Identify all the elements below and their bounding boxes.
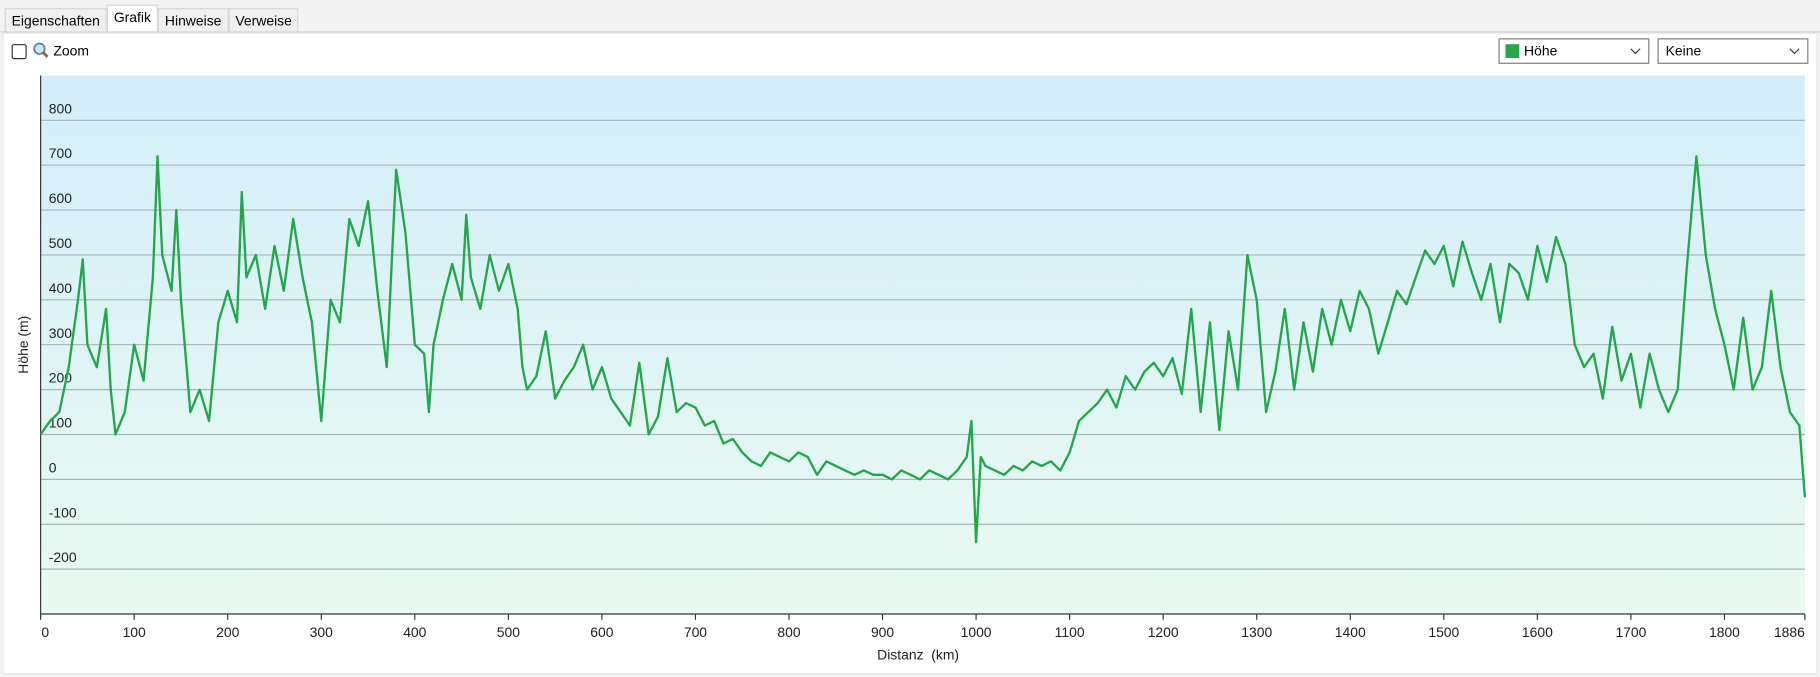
y-tick-label: 500 — [49, 235, 72, 251]
x-axis-title: Distanz (km) — [877, 646, 959, 662]
x-tick-label: 800 — [777, 624, 800, 640]
x-tick-label: 1600 — [1522, 624, 1553, 640]
chevron — [1630, 48, 1641, 55]
dropdown-text: Keine — [1665, 42, 1702, 60]
zoom-checkbox[interactable] — [11, 44, 27, 60]
y-tick-label: 100 — [49, 415, 72, 431]
x-tick-label: 1500 — [1428, 624, 1459, 640]
series-swatch — [1505, 44, 1520, 59]
y-tick-label: 0 — [49, 459, 57, 475]
x-tick-label: 200 — [216, 624, 239, 640]
x-tick-label: 400 — [403, 624, 426, 640]
tab-active[interactable]: Grafik — [106, 4, 158, 33]
tab[interactable]: Eigenschaften — [4, 8, 107, 33]
chevron — [1789, 48, 1800, 55]
tab[interactable]: Hinweise — [157, 8, 229, 33]
x-tick-label: 1000 — [961, 624, 992, 640]
y-tick-label: 300 — [49, 325, 72, 341]
x-tick-label: 900 — [871, 624, 894, 640]
x-tick-label: 1700 — [1615, 624, 1646, 640]
tab[interactable]: Verweise — [228, 8, 299, 33]
x-tick-label: 100 — [123, 624, 146, 640]
dropdown-text: Höhe — [1524, 42, 1558, 60]
x-tick-label: 1300 — [1241, 624, 1272, 640]
elevation-line — [39, 155, 1807, 544]
x-tick-label: 1400 — [1335, 624, 1366, 640]
x-tick-label: 1100 — [1055, 624, 1085, 640]
x-tick-label: 600 — [590, 624, 613, 640]
y-tick-label: 600 — [49, 190, 72, 206]
x-tick-label: 700 — [684, 624, 707, 640]
x-tick-label: 0 — [41, 624, 49, 640]
x-tick-label: 1800 — [1709, 624, 1740, 640]
y-tick-label: 800 — [49, 100, 72, 116]
tab-bar: Eigenschaften Grafik Hinweise Verweise — [4, 4, 299, 33]
tab-divider — [0, 31, 1820, 33]
y-tick-label: 400 — [49, 280, 72, 296]
x-tick-label: 1886 — [1774, 624, 1805, 640]
y-tick-label: -200 — [49, 549, 77, 565]
x-tick-label: 1200 — [1148, 624, 1179, 640]
x-tick-label: 300 — [310, 624, 333, 640]
y-axis-title: Höhe (m) — [15, 316, 31, 374]
y-tick-label: 700 — [49, 145, 72, 161]
zoom-label[interactable]: Zoom — [53, 42, 90, 60]
x-tick-label: 500 — [497, 624, 520, 640]
zoom-icon — [33, 42, 49, 58]
second-dropdown[interactable]: Keine — [1657, 38, 1809, 64]
series-dropdown[interactable]: Höhe — [1498, 38, 1650, 64]
y-tick-label: -100 — [49, 504, 77, 520]
